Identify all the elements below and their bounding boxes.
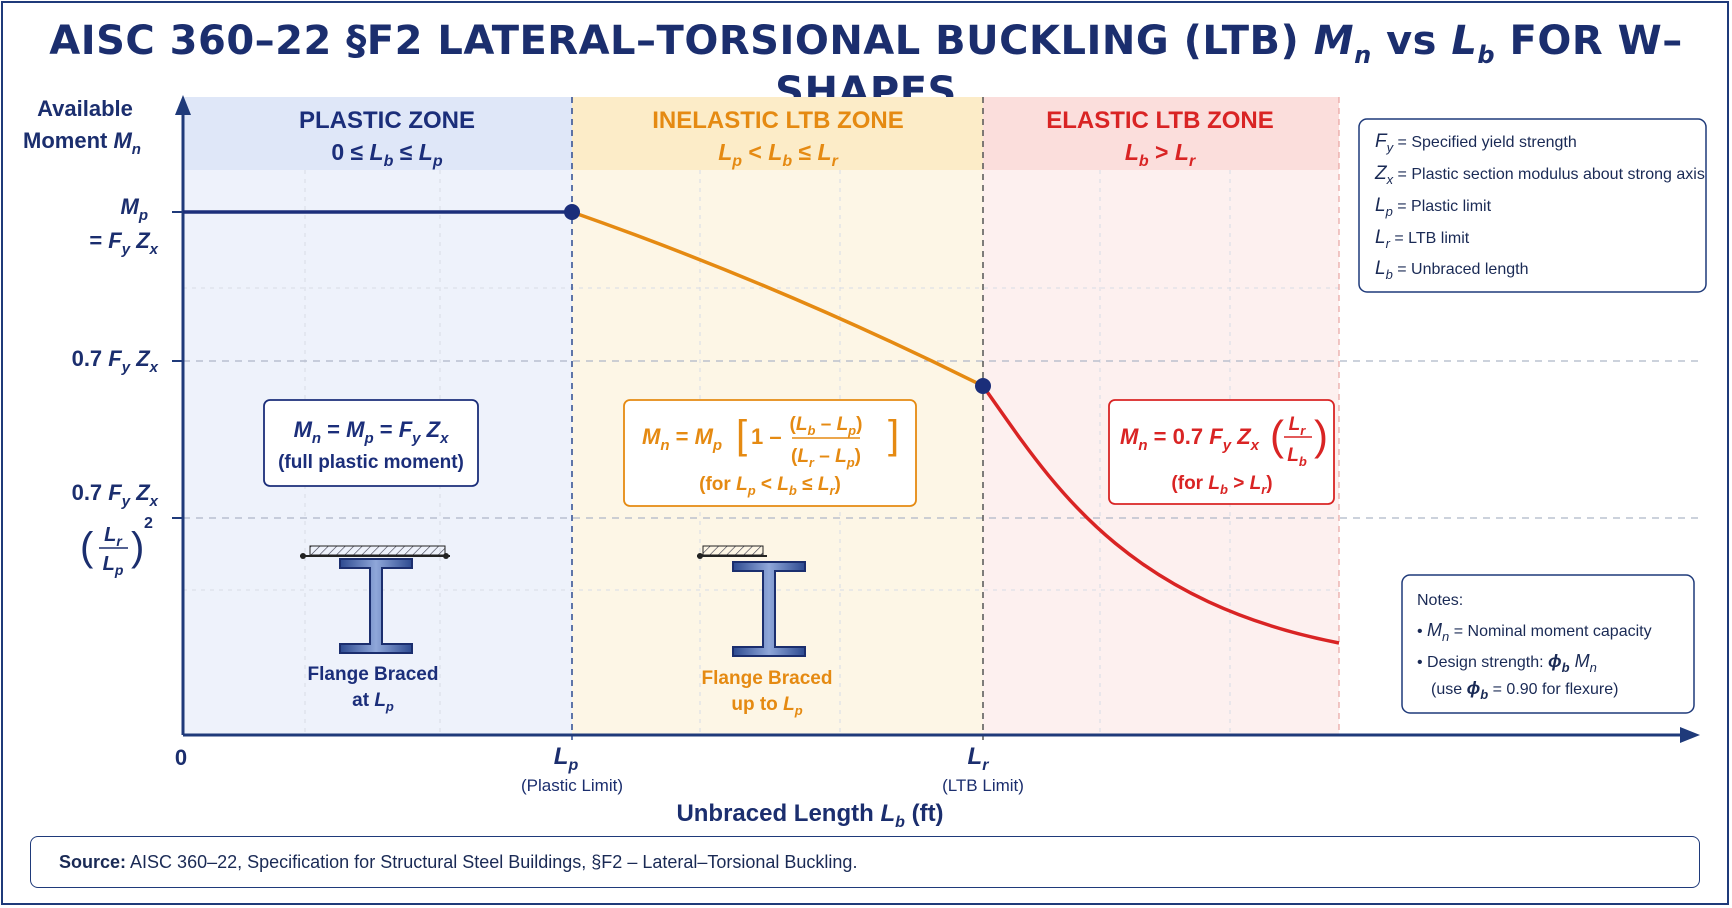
elastic-zone-range: Lb > Lr <box>1125 139 1196 170</box>
y-axis-title-line1: Available <box>37 96 133 121</box>
notes-box: Notes: • Mn = Nominal moment capacity • … <box>1401 574 1695 714</box>
beam2-caption-line1: Flange Braced <box>702 668 833 689</box>
y-tick-lower: 0.7 Fy Zx <box>72 480 159 510</box>
legend-item-lr: Lr = LTB limit <box>1375 227 1470 251</box>
plastic-zone-title: PLASTIC ZONE <box>299 107 475 134</box>
notes-heading: Notes: <box>1417 592 1463 609</box>
y-axis-arrow <box>175 95 191 115</box>
svg-text:(for Lb > Lr): (for Lb > Lr) <box>1171 473 1272 497</box>
elastic-zone-title: ELASTIC LTB ZONE <box>1046 107 1274 134</box>
y-tick-mp-eq: = Fy Zx <box>89 228 158 258</box>
notes-item-2: • Design strength: ϕb Mn <box>1417 651 1597 675</box>
plastic-zone-header-bg <box>183 97 572 170</box>
y-tick-marks <box>172 211 183 519</box>
elastic-curve <box>981 384 1340 645</box>
source-citation: Source: AISC 360–22, Specification for S… <box>30 836 1700 888</box>
elastic-zone-header-bg <box>983 97 1339 170</box>
x-axis-arrow <box>1680 727 1700 743</box>
svg-text:Lp: Lp <box>103 553 124 578</box>
legend-item-lb: Lb = Unbraced length <box>1375 258 1528 282</box>
reference-lines <box>183 360 1700 519</box>
braced-beam-illustration-1: Flange Braced at Lp <box>300 545 450 714</box>
y-tick-mp: Mp <box>121 194 149 224</box>
inelastic-equation-box: Mn = Mp [ 1 – (Lb – Lp) (Lr – Lp) ] (for… <box>623 399 917 507</box>
beam2-caption-line2: up to Lp <box>731 694 802 718</box>
elastic-equation-box: Mn = 0.7 Fy Zx ( Lr Lb ) (for Lb > Lr) <box>1108 399 1335 505</box>
x-tick-lp: Lp <box>554 743 579 774</box>
svg-text:1 –: 1 – <box>751 424 782 449</box>
svg-text:(Lb – Lp): (Lb – Lp) <box>790 414 863 438</box>
symbol-legend: Fy = Specified yield strength Zx = Plast… <box>1358 118 1707 293</box>
lp-point <box>564 204 580 220</box>
svg-text:): ) <box>131 525 144 569</box>
legend-item-fy: Fy = Specified yield strength <box>1375 131 1577 155</box>
legend-item-lp: Lp = Plastic limit <box>1375 195 1492 219</box>
x-tick-lr: Lr <box>968 743 990 774</box>
svg-text:2: 2 <box>144 515 153 532</box>
figure-title: AISC 360–22 §F2 LATERAL–TORSIONAL BUCKLI… <box>49 18 1683 115</box>
x-tick-lp-caption: (Plastic Limit) <box>521 776 623 795</box>
inelastic-zone-range: Lp < Lb ≤ Lr <box>718 139 838 170</box>
beam1-caption-line1: Flange Braced <box>308 664 439 685</box>
y-axis-title-line2: Moment Mn <box>23 128 141 158</box>
inelastic-curve <box>571 210 984 388</box>
inelastic-zone-header-bg <box>572 97 983 170</box>
braced-beam-illustration-2: Flange Braced up to Lp <box>697 545 833 718</box>
x-tick-origin: 0 <box>175 745 187 770</box>
svg-text:Lr: Lr <box>104 524 123 549</box>
legend-item-zx: Zx = Plastic section modulus about stron… <box>1374 163 1705 187</box>
y-tick-seven: 0.7 Fy Zx <box>72 346 159 376</box>
plastic-equation-note: (full plastic moment) <box>278 452 464 473</box>
svg-text:Mn = Mp = Fy Zx: Mn = Mp = Fy Zx <box>294 417 450 447</box>
x-axis-title: Unbraced Length Lb (ft) <box>676 800 943 831</box>
y-tick-lower-ratio: ( Lr Lp ) 2 <box>80 515 153 578</box>
lr-point <box>975 378 991 394</box>
notes-item-3: (use ϕb = 0.90 for flexure) <box>1431 678 1618 702</box>
svg-text:Mn = Mp: Mn = Mp <box>642 424 722 454</box>
svg-text:(: ( <box>1270 412 1284 459</box>
x-tick-lr-caption: (LTB Limit) <box>942 776 1024 795</box>
svg-text:): ) <box>1314 412 1328 459</box>
svg-text:Mn = 0.7 Fy Zx: Mn = 0.7 Fy Zx <box>1120 424 1260 454</box>
svg-text:]: ] <box>888 413 899 457</box>
beam1-caption-line2: at Lp <box>352 690 394 714</box>
svg-text:(: ( <box>80 525 94 569</box>
inelastic-zone-title: INELASTIC LTB ZONE <box>652 107 904 134</box>
svg-text:(for Lp < Lb ≤ Lr): (for Lp < Lb ≤ Lr) <box>699 474 841 498</box>
svg-text:[: [ <box>736 413 747 457</box>
plastic-equation-box: Mn = Mp = Fy Zx (full plastic moment) <box>263 399 479 487</box>
